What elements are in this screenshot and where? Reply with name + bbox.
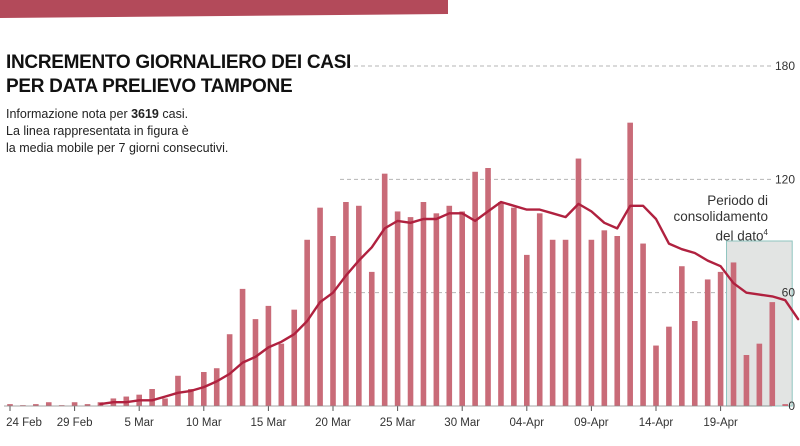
bar	[278, 343, 285, 406]
bar	[627, 122, 633, 407]
bar	[394, 211, 401, 406]
bar	[368, 271, 375, 406]
y-tick-label: 120	[775, 172, 795, 186]
bar	[226, 334, 233, 406]
bar	[304, 239, 310, 406]
bar	[717, 271, 724, 406]
y-tick-label: 180	[775, 59, 795, 73]
bar	[614, 236, 621, 406]
bar	[485, 168, 491, 406]
bar	[743, 355, 750, 406]
bar	[252, 319, 259, 406]
bar	[679, 266, 685, 406]
bar	[265, 305, 272, 406]
corner-banner	[0, 0, 448, 18]
bar	[84, 404, 91, 406]
consolidation-period-label: Periodo di consolidamento del dato4	[673, 193, 768, 245]
chart-note: Informazione nota per 3619 casi. La line…	[6, 106, 228, 157]
moving-average-line	[99, 200, 800, 406]
period-footnote-mark: 4	[763, 228, 768, 237]
bar	[575, 158, 582, 406]
bar	[381, 173, 388, 406]
note-line-3: la media mobile per 7 giorni consecutivi…	[6, 141, 229, 155]
bar	[162, 398, 168, 406]
x-tick-label: 24 Feb	[6, 417, 42, 429]
x-tick-label: 14-Apr	[639, 417, 674, 429]
bar	[704, 279, 711, 406]
bar	[446, 205, 453, 406]
bar	[291, 309, 298, 406]
bar	[343, 202, 349, 406]
title-line-2: PER DATA PRELIEVO TAMPONE	[6, 76, 293, 97]
bar	[239, 288, 246, 406]
bar	[653, 345, 659, 406]
bar	[769, 302, 776, 406]
bar	[498, 202, 504, 406]
bar	[730, 262, 737, 406]
bar	[7, 404, 13, 406]
title-line-1: INCREMENTO GIORNALIERO DEI CASI	[6, 52, 352, 73]
x-tick-label: 29 Feb	[57, 417, 93, 429]
y-tick-label: 60	[782, 286, 796, 300]
bar	[549, 239, 556, 406]
x-tick-label: 5 Mar	[124, 417, 154, 429]
note-line-1: Informazione nota per 3619 casi.	[6, 106, 228, 123]
bar	[691, 321, 698, 406]
x-tick-label: 25 Mar	[380, 417, 416, 429]
bar	[175, 375, 181, 406]
x-tick-label: 09-Apr	[574, 417, 609, 429]
note-count: 3619	[131, 107, 159, 121]
chart-title: INCREMENTO GIORNALIERO DEI CASI PER DATA…	[6, 51, 351, 99]
bar	[472, 171, 478, 406]
note-prefix: Informazione nota per	[6, 107, 132, 121]
bar	[459, 211, 465, 406]
bar	[666, 326, 672, 406]
x-tick-label: 04-Apr	[510, 417, 545, 429]
bar	[511, 207, 517, 406]
bar	[433, 213, 440, 406]
bar	[562, 239, 569, 406]
period-line-1: Periodo di	[707, 193, 768, 208]
bar	[149, 389, 155, 406]
bar	[601, 230, 608, 406]
y-tick-label: 0	[788, 399, 795, 413]
x-tick-label: 19-Apr	[703, 417, 738, 429]
bar	[640, 243, 646, 406]
bar	[45, 402, 52, 406]
period-line-3-text: del dato	[715, 228, 764, 244]
bar	[588, 239, 595, 406]
x-tick-label: 10 Mar	[186, 417, 222, 429]
bar	[536, 213, 543, 406]
bar	[71, 402, 78, 406]
note-suffix: casi.	[158, 107, 189, 121]
note-line-2: La linea rappresentata in figura è	[6, 124, 189, 138]
x-tick-label: 15 Mar	[251, 417, 287, 429]
bar	[188, 389, 194, 406]
x-tick-label: 20 Mar	[315, 417, 351, 429]
bar	[330, 236, 336, 406]
bar	[201, 372, 207, 406]
bar	[782, 404, 788, 406]
bar	[407, 217, 414, 406]
x-tick-label: 30 Mar	[444, 417, 480, 429]
bar	[33, 404, 39, 406]
bar	[213, 368, 220, 406]
bar	[524, 254, 530, 406]
bar	[756, 343, 763, 406]
bar	[317, 207, 323, 406]
period-line-2: consolidamento	[673, 209, 768, 224]
period-line-3: del dato4	[673, 225, 769, 245]
bar	[356, 205, 362, 406]
bar	[420, 202, 427, 406]
